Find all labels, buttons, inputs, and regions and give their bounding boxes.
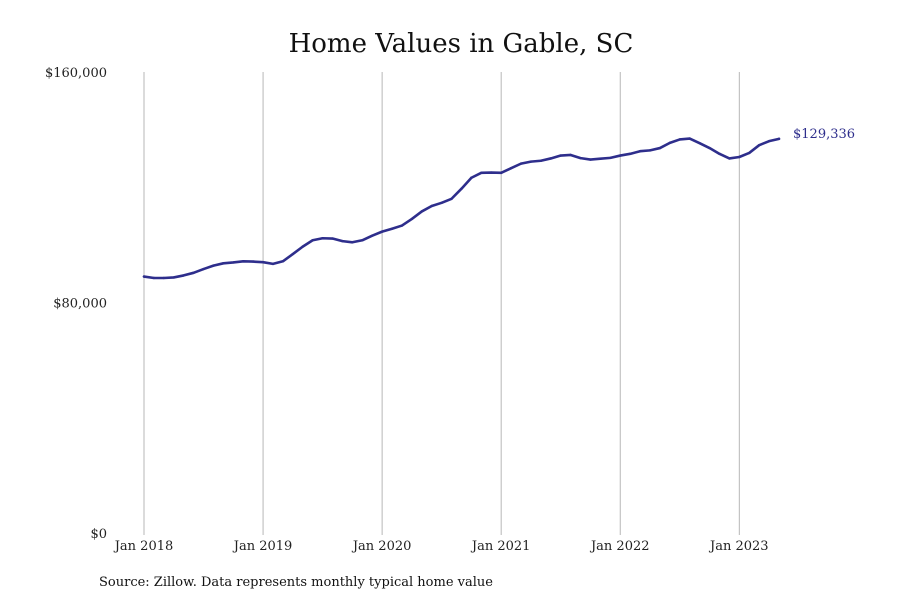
data-point-2021-08 [569,153,572,157]
data-point-2020-06 [430,204,433,208]
data-point-2020-03 [400,224,404,227]
data-point-2022-02 [628,152,632,156]
x-tick-label: Jan 2019 [232,539,293,554]
data-point-2020-07 [440,201,443,205]
data-point-2018-08 [212,264,215,267]
data-point-2019-01 [261,260,265,264]
data-point-2022-03 [638,150,642,153]
data-point-2020-11 [480,171,483,175]
data-point-2021-12 [609,156,612,160]
data-point-2023-02 [748,151,751,155]
data-point-2021-03 [519,162,523,165]
data-point-2020-04 [410,217,414,221]
data-point-2019-12 [371,234,374,237]
data-point-2021-01 [499,171,503,175]
data-point-2019-11 [361,239,364,242]
data-point-2018-10 [232,261,235,264]
data-point-2018-03 [162,276,166,280]
x-tick-label: Jan 2018 [113,539,174,554]
vertical-gridlines [143,72,740,535]
data-point-2018-06 [192,271,195,275]
data-point-2022-09 [698,141,701,145]
series-points [142,137,781,280]
data-point-2022-12 [728,157,731,160]
y-tick-label: $80,000 [53,297,107,312]
x-tick-label: Jan 2021 [470,539,531,554]
data-point-2022-06 [668,141,672,145]
y-axis-tick-labels: $0 $80,000 $160,000 [45,66,107,542]
data-point-2021-04 [529,160,533,163]
data-point-2019-03 [281,260,285,263]
data-point-2019-06 [311,239,314,242]
data-point-2022-10 [708,146,711,150]
data-point-2023-03 [757,143,761,147]
x-tick-label: Jan 2022 [589,539,650,554]
data-point-2021-05 [539,159,543,162]
data-point-2022-11 [718,152,721,156]
series-line-home-value [142,137,781,280]
data-point-2020-01 [380,230,384,233]
data-point-2023-04 [767,139,771,143]
data-point-2023-01 [738,155,741,159]
data-point-2020-05 [420,210,424,213]
data-point-2018-11 [242,260,245,263]
y-tick-label: $160,000 [45,66,107,81]
data-point-2018-12 [251,260,255,263]
data-point-2020-08 [450,197,453,200]
x-tick-label: Jan 2023 [708,539,769,554]
data-point-2022-07 [678,138,681,141]
data-point-2018-07 [202,267,205,271]
x-tick-label: Jan 2020 [351,539,412,554]
data-point-2021-02 [509,167,513,170]
data-point-2022-01 [619,154,622,157]
data-point-2022-08 [688,137,691,140]
data-point-2019-04 [291,252,295,256]
data-point-2021-07 [559,154,562,157]
data-point-2018-05 [182,274,185,277]
data-point-2020-09 [460,187,463,190]
data-point-2021-10 [589,158,592,161]
data-point-2019-07 [321,237,324,240]
chart-title: Home Values in Gable, SC [289,29,634,59]
data-point-2019-09 [341,239,344,243]
x-axis-tick-labels: Jan 2018 Jan 2019 Jan 2020 Jan 2021 Jan 2022… [113,539,769,554]
data-point-2018-09 [222,262,225,265]
data-point-2019-05 [301,245,304,248]
data-point-2022-05 [658,146,662,150]
data-point-2020-12 [490,171,493,174]
data-point-2019-02 [271,262,275,266]
data-point-2021-09 [579,156,582,160]
end-value-label: $129,336 [793,127,855,142]
data-point-2020-02 [390,227,394,230]
data-point-2023-05 [777,137,781,141]
data-point-2022-04 [648,149,652,152]
data-point-2021-11 [599,157,602,160]
data-point-2020-10 [470,176,473,179]
data-point-2019-08 [331,237,334,240]
data-point-2021-06 [549,157,552,160]
data-point-2018-02 [152,276,156,280]
data-point-2019-10 [351,241,354,244]
data-point-2018-01 [142,275,146,278]
source-note: Source: Zillow. Data represents monthly … [99,575,493,590]
data-point-2018-04 [172,276,175,279]
y-tick-label: $0 [90,527,107,542]
